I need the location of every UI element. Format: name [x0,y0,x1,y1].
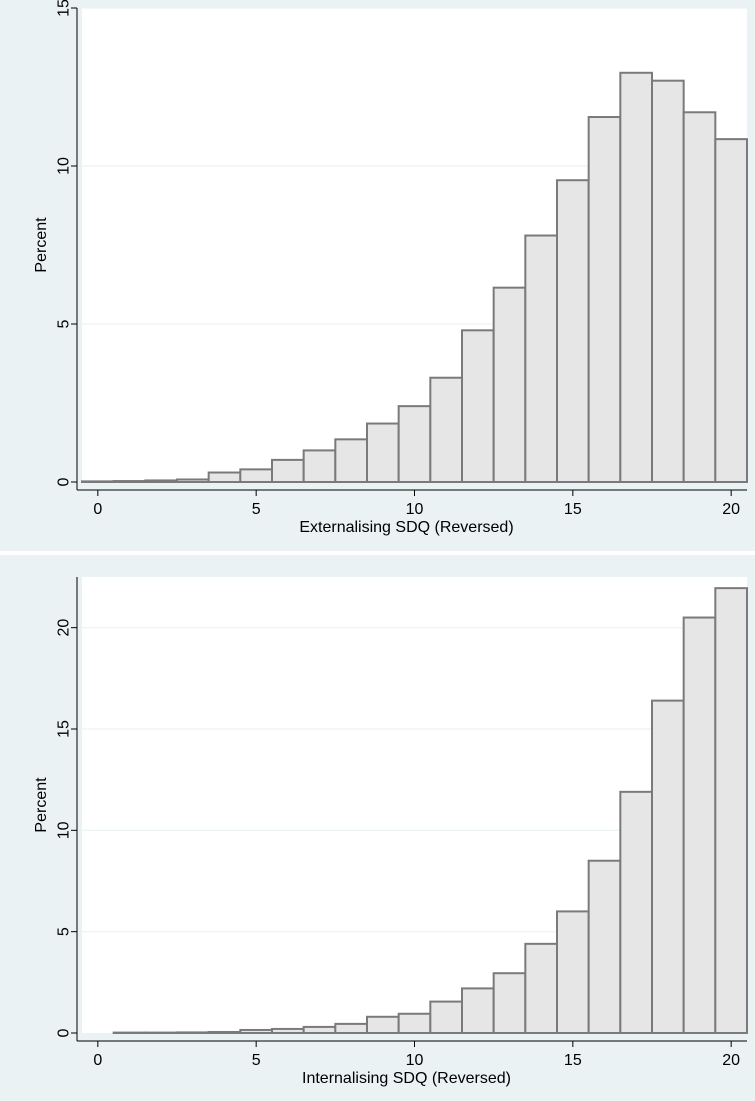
histogram-bar [492,286,527,483]
x-tick-label: 5 [252,501,261,518]
x-tick-label: 10 [406,1052,424,1069]
histogram-bar [619,71,653,483]
histogram-bar [587,116,622,484]
histogram-bar [714,587,748,1034]
y-tick-label: 15 [56,720,73,738]
y-tick-label: 0 [56,1028,73,1037]
histogram-bar [461,987,495,1034]
histogram-bar [556,910,590,1034]
histogram-bar [112,480,147,484]
histogram-bar [682,616,717,1035]
histogram-bar [271,458,305,484]
histogram-externalising-panel: 0 5 10 15 0 5 10 15 20 Externalising SDQ (Reverse… [0,0,755,551]
histogram-bar [429,1000,464,1035]
histogram-bar [334,1022,369,1035]
x-tick-label: 15 [564,1052,582,1069]
histogram-bar [302,1025,337,1035]
histogram-bar [144,479,178,484]
x-tick-label: 0 [93,1052,102,1069]
histogram-bar [556,179,590,483]
histogram-bar [524,942,558,1034]
y-tick-label: 0 [56,477,73,486]
histogram-internalising: 0 5 10 15 20 0 5 10 15 20 Internalising SDQ (Rever… [33,577,748,1087]
histogram-bar [651,699,685,1034]
histogram-bar [81,480,115,484]
x-tick-label: 10 [406,501,424,518]
histogram-bar [397,1012,432,1035]
histogram-bar [302,449,337,483]
histogram-bar [429,376,464,483]
histogram-internalising-panel: 0 5 10 15 20 0 5 10 15 20 Internalising SDQ (Rever… [0,555,755,1101]
histogram-bar [651,79,685,484]
histogram-bar [207,471,242,483]
histogram-bar [714,138,748,483]
x-axis-title: Internalising SDQ (Reversed) [302,1070,511,1087]
y-tick-label: 10 [56,157,73,175]
y-tick-label: 5 [56,319,73,328]
histogram-bar [492,972,527,1035]
y-tick-label: 10 [56,821,73,839]
histogram-bar [587,859,622,1034]
y-tick-label: 20 [56,619,73,637]
y-tick-label: 15 [56,0,73,17]
x-tick-label: 0 [93,501,102,518]
histogram-bar [334,438,369,483]
histogram-bar [207,1030,242,1034]
histogram-bar [239,1028,273,1034]
histogram-externalising: 0 5 10 15 0 5 10 15 20 Externalising SDQ (Reverse… [33,0,748,536]
histogram-bar [682,111,717,483]
histogram-bar [271,1027,305,1034]
y-axis-title: Percent [33,777,50,833]
y-axis-title: Percent [33,217,50,273]
histogram-bar [461,329,495,483]
histogram-bar [176,1031,210,1034]
x-tick-label: 20 [722,1052,740,1069]
y-tick-label: 5 [56,927,73,936]
histogram-bar [524,234,558,483]
histogram-bar [366,422,400,484]
x-axis-title: Externalising SDQ (Reversed) [299,519,513,536]
histogram-bar [619,790,653,1034]
histogram-bar [397,405,432,483]
histogram-bar [366,1015,400,1034]
histogram-bar [239,468,273,483]
x-tick-label: 5 [252,1052,261,1069]
x-tick-label: 15 [564,501,582,518]
histogram-bar [176,478,210,483]
x-tick-label: 20 [722,501,740,518]
